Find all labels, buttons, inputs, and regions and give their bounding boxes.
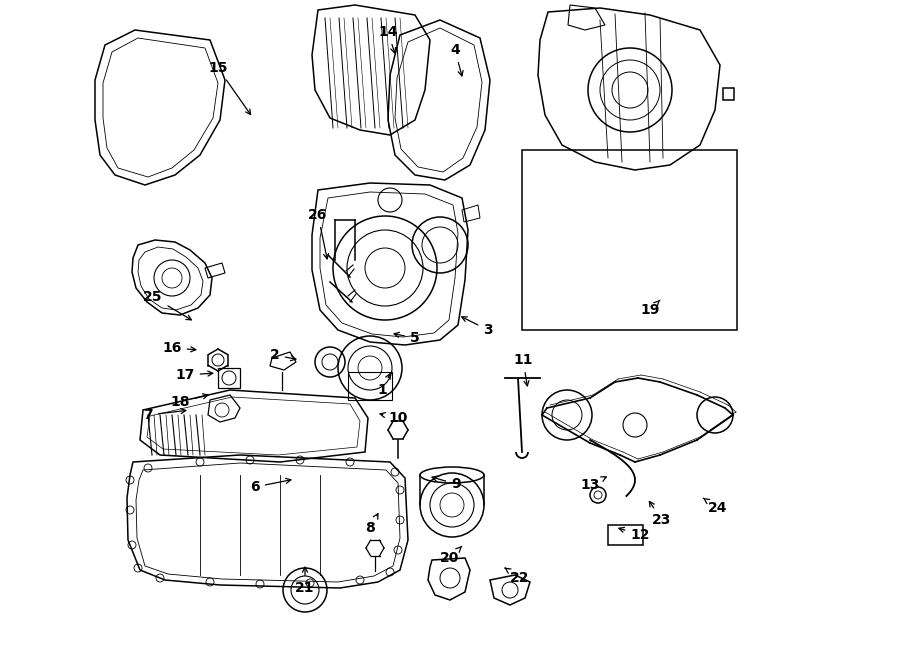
Text: 26: 26 xyxy=(309,208,328,259)
Text: 4: 4 xyxy=(450,43,464,76)
Text: 16: 16 xyxy=(162,341,196,355)
Bar xyxy=(608,525,643,545)
Text: 6: 6 xyxy=(250,479,291,494)
Text: 25: 25 xyxy=(143,290,192,320)
Bar xyxy=(522,150,737,330)
Bar xyxy=(348,372,392,400)
Text: 24: 24 xyxy=(703,498,728,515)
Text: 8: 8 xyxy=(365,514,378,535)
Text: 2: 2 xyxy=(270,348,296,362)
Text: 23: 23 xyxy=(650,502,671,527)
Text: 13: 13 xyxy=(580,477,607,492)
Text: 3: 3 xyxy=(462,317,493,337)
Text: 19: 19 xyxy=(640,300,660,317)
Text: 9: 9 xyxy=(432,476,461,491)
Text: 11: 11 xyxy=(513,353,533,386)
Bar xyxy=(218,368,240,388)
Text: 7: 7 xyxy=(143,408,186,422)
Text: 18: 18 xyxy=(170,394,208,409)
Text: 20: 20 xyxy=(440,546,462,565)
Text: 12: 12 xyxy=(619,527,650,542)
Text: 1: 1 xyxy=(377,373,390,397)
Text: 17: 17 xyxy=(176,368,212,382)
Text: 5: 5 xyxy=(394,331,420,345)
Text: 14: 14 xyxy=(378,25,398,53)
Text: 21: 21 xyxy=(295,567,315,595)
Text: 15: 15 xyxy=(208,61,250,114)
Text: 10: 10 xyxy=(380,411,408,425)
Text: 22: 22 xyxy=(505,568,530,585)
